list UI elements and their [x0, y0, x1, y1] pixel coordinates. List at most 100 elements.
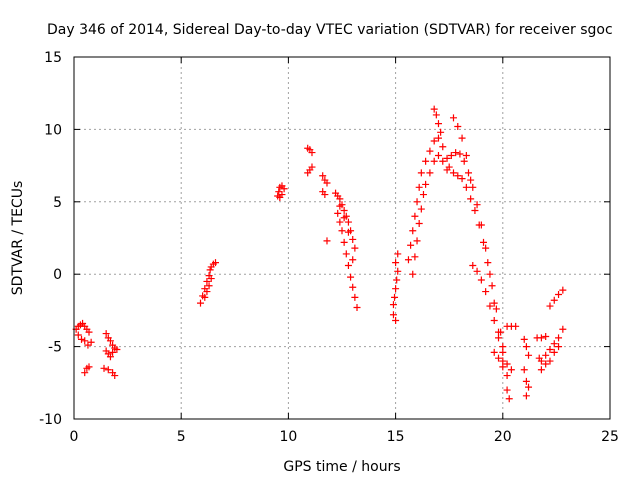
y-tick-label: 5	[53, 195, 62, 211]
data-point	[462, 183, 470, 191]
grid	[74, 57, 610, 419]
data-point	[559, 286, 567, 294]
x-axis-label: GPS time / hours	[283, 459, 400, 475]
data-point	[430, 137, 438, 145]
data-point	[443, 154, 451, 162]
data-point	[344, 218, 352, 226]
data-point	[480, 238, 488, 246]
data-point	[392, 259, 400, 267]
data-point	[437, 128, 445, 136]
data-point	[87, 338, 95, 346]
data-point	[430, 105, 438, 113]
data-points	[72, 105, 567, 403]
data-point	[495, 334, 503, 342]
data-point	[482, 288, 490, 296]
data-point	[203, 277, 211, 285]
data-point	[469, 183, 477, 191]
data-point	[85, 363, 93, 371]
data-point	[458, 175, 466, 183]
data-point	[100, 364, 108, 372]
data-point	[81, 369, 89, 377]
data-point	[520, 335, 528, 343]
data-point	[522, 377, 530, 385]
data-point	[392, 285, 400, 293]
data-point	[445, 163, 453, 171]
data-point	[460, 157, 468, 165]
data-point	[426, 147, 434, 155]
data-point	[512, 322, 520, 330]
data-point	[499, 348, 507, 356]
data-point	[492, 305, 500, 313]
data-point	[454, 123, 462, 131]
y-tick-label: -10	[39, 412, 62, 428]
data-point	[477, 276, 485, 284]
data-point	[74, 331, 82, 339]
data-point	[342, 250, 350, 258]
data-point	[422, 157, 430, 165]
data-point	[417, 169, 425, 177]
y-tick-label: 0	[53, 267, 62, 283]
data-point	[321, 191, 329, 199]
data-point	[458, 134, 466, 142]
data-point	[323, 237, 331, 245]
data-point	[484, 259, 492, 267]
data-point	[507, 366, 515, 374]
data-point	[490, 299, 498, 307]
data-point	[323, 179, 331, 187]
data-point	[111, 372, 119, 380]
data-point	[537, 357, 545, 365]
data-point	[409, 270, 417, 278]
data-point	[537, 334, 545, 342]
data-point	[422, 180, 430, 188]
data-point	[106, 337, 114, 345]
plot-frame	[73, 56, 611, 420]
data-point	[81, 337, 89, 345]
data-point	[415, 220, 423, 228]
data-point	[347, 273, 355, 281]
data-point	[473, 201, 481, 209]
data-point	[559, 325, 567, 333]
data-point	[439, 157, 447, 165]
data-point	[389, 311, 397, 319]
data-point	[555, 290, 563, 298]
data-point	[550, 296, 558, 304]
data-point	[106, 353, 114, 361]
data-point	[413, 237, 421, 245]
data-point	[203, 288, 211, 296]
data-point	[550, 340, 558, 348]
data-point	[104, 366, 112, 374]
data-point	[503, 372, 511, 380]
data-point	[464, 169, 472, 177]
data-point	[503, 360, 511, 368]
data-point	[477, 221, 485, 229]
data-point	[426, 169, 434, 177]
data-point	[449, 114, 457, 122]
data-point	[393, 276, 401, 284]
data-point	[336, 195, 344, 203]
data-point	[546, 357, 554, 365]
data-point	[394, 267, 402, 275]
data-point	[278, 191, 286, 199]
data-point	[113, 345, 121, 353]
data-point	[432, 111, 440, 119]
x-tick-label: 25	[601, 429, 619, 445]
data-point	[449, 169, 457, 177]
data-point	[503, 386, 511, 394]
data-point	[340, 214, 348, 222]
data-point	[434, 120, 442, 128]
data-point	[413, 198, 421, 206]
x-tick-label: 20	[494, 429, 512, 445]
data-point	[525, 383, 533, 391]
x-tick-label: 10	[279, 429, 297, 445]
data-point	[482, 244, 490, 252]
data-point	[353, 304, 361, 312]
data-point	[486, 270, 494, 278]
data-point	[454, 172, 462, 180]
data-point	[334, 209, 342, 217]
data-point	[430, 157, 438, 165]
data-point	[434, 151, 442, 159]
data-point	[85, 328, 93, 336]
data-point	[409, 227, 417, 235]
y-tick-label: -5	[48, 340, 62, 356]
